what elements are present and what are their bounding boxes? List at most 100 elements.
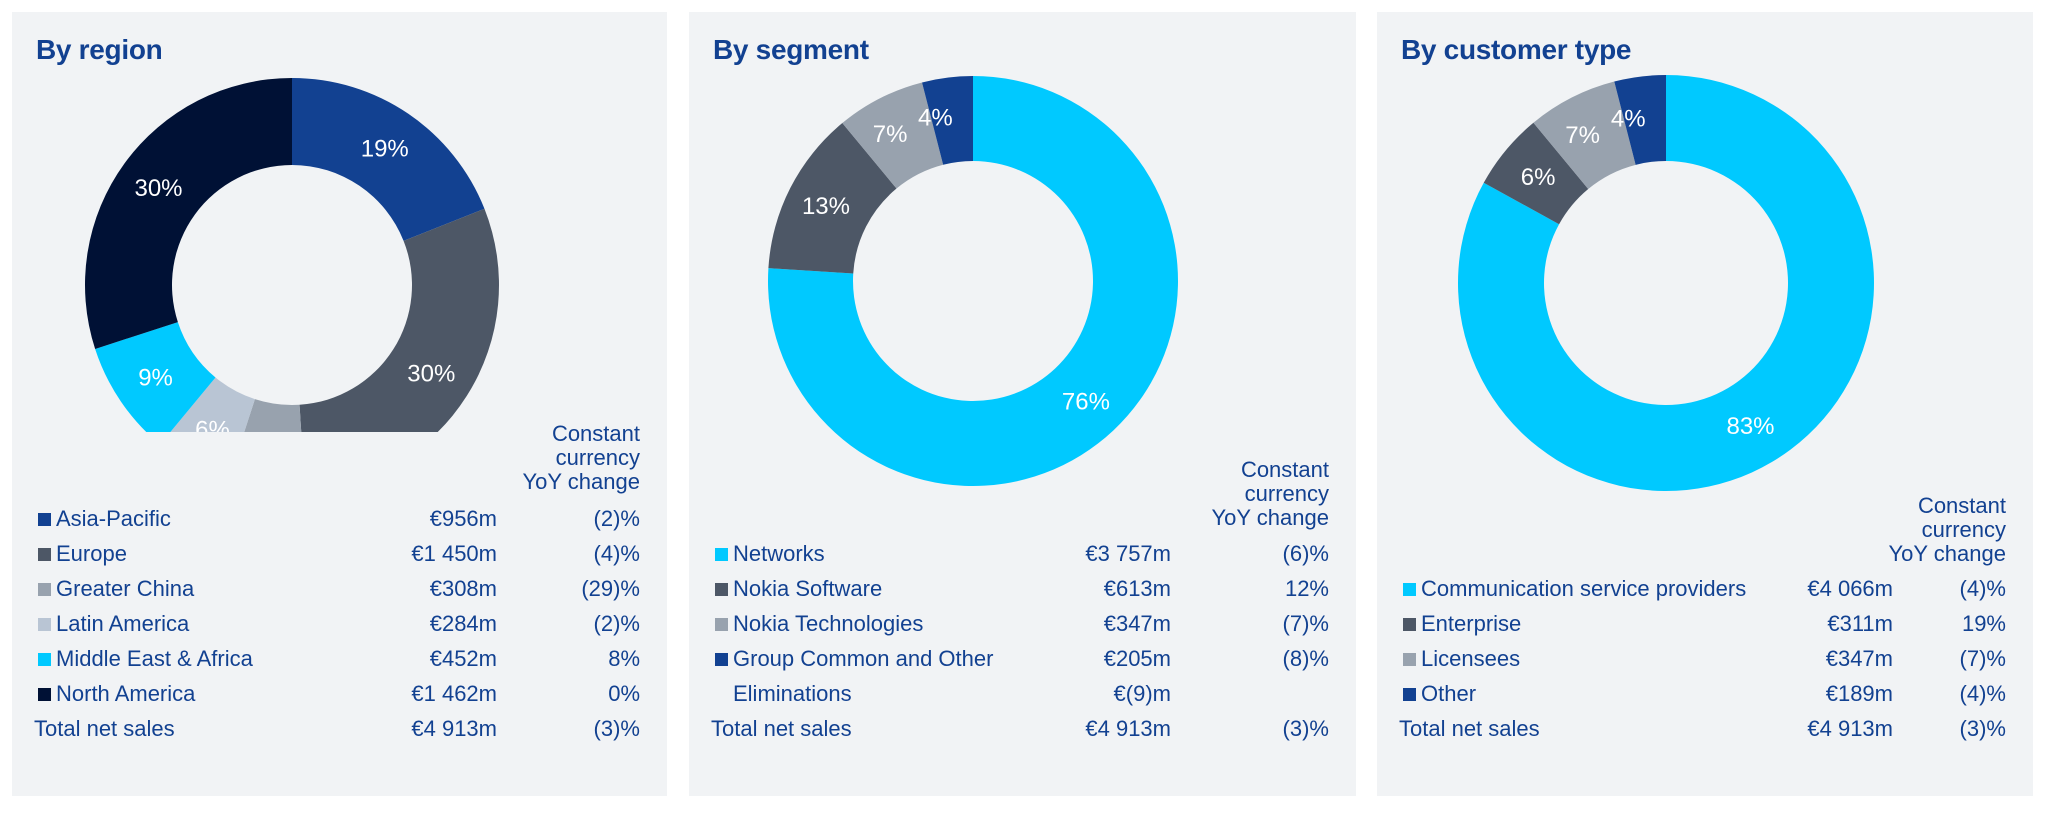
legend-row: Latin America €284m (2)% — [34, 609, 667, 639]
column-header-line: currency — [555, 445, 640, 470]
donut-slice-enterprise — [1483, 122, 1589, 225]
row-label: Nokia Software — [733, 576, 883, 601]
panel-title: By region — [36, 34, 163, 65]
row-value: €4 913m — [411, 716, 497, 741]
legend-row: Europe €1 450m (4)% — [34, 539, 667, 569]
panel-title: By customer type — [1401, 34, 1632, 65]
legend-row: Communication service providers €4 066m (4… — [1399, 574, 2033, 604]
row-value: €347m — [1825, 646, 1893, 671]
legend-swatch-icon — [715, 618, 728, 631]
row-change: 8% — [608, 646, 640, 671]
row-label: Latin America — [56, 611, 190, 636]
row-label: Group Common and Other — [733, 646, 994, 671]
row-value: €956m — [429, 506, 497, 531]
slice-percent-label: 4% — [918, 104, 953, 131]
legend-row: Enterprise €311m 19% — [1399, 609, 2033, 639]
column-header-line: YoY change — [1211, 505, 1329, 530]
legend-swatch-icon — [715, 583, 728, 596]
row-value: €308m — [429, 576, 497, 601]
slice-percent-label: 6% — [195, 417, 230, 432]
total-row: Total net sales €4 913m (3)% — [34, 714, 667, 744]
legend-swatch-icon — [715, 653, 728, 666]
donut-slice-north-america — [84, 78, 292, 349]
legend-row: Greater China €308m (29)% — [34, 574, 667, 604]
donut-slice-group-common-and-other — [922, 76, 973, 165]
row-label: Greater China — [56, 576, 195, 601]
legend-swatch-icon — [38, 513, 51, 526]
legend-row: Nokia Software €613m 12% — [711, 574, 1356, 604]
slice-percent-label: 9% — [138, 365, 173, 392]
row-label: Total net sales — [1399, 716, 1540, 741]
row-label: Eliminations — [733, 681, 852, 706]
row-label: Total net sales — [711, 716, 852, 741]
row-label: Enterprise — [1421, 611, 1522, 636]
donut-slice-networks — [768, 76, 1178, 486]
legend-row: Nokia Technologies €347m (7)% — [711, 609, 1356, 639]
slice-percent-label: 30% — [407, 360, 455, 387]
donut-slice-communication-service-providers — [1458, 75, 1874, 492]
panel-title: By segment — [713, 34, 869, 65]
row-value: €205m — [1103, 646, 1171, 671]
donut-slice-europe — [299, 208, 499, 432]
row-value: €452m — [429, 646, 497, 671]
slice-percent-label: 7% — [873, 121, 908, 148]
legend-swatch-icon — [38, 548, 51, 561]
row-label: Asia-Pacific — [56, 506, 171, 531]
row-value: €189m — [1825, 681, 1893, 706]
slice-percent-label: 6% — [1521, 164, 1556, 191]
total-row: Total net sales €4 913m (3)% — [711, 714, 1356, 744]
column-header-line: YoY change — [522, 469, 640, 494]
row-label: Total net sales — [34, 716, 175, 741]
row-change: (29)% — [581, 576, 640, 601]
column-header-line: Constant — [1240, 457, 1329, 482]
legend-row: Licensees €347m (7)% — [1399, 644, 2033, 674]
column-header-line: Constant — [551, 421, 640, 446]
slice-percent-label: 7% — [1565, 122, 1600, 149]
row-change: 0% — [608, 681, 640, 706]
row-change: 12% — [1284, 576, 1329, 601]
total-row: Total net sales €4 913m (3)% — [1399, 714, 2033, 744]
donut-slice-licensees — [1533, 81, 1636, 189]
legend-swatch-icon — [1403, 618, 1416, 631]
slice-percent-label: 13% — [802, 193, 850, 220]
legend-row: Eliminations €(9)m — [711, 679, 1356, 709]
legend-swatch-icon — [38, 688, 51, 701]
row-value: €613m — [1103, 576, 1171, 601]
row-value: €284m — [429, 611, 497, 636]
row-change: (7)% — [1282, 611, 1329, 636]
donut-slice-middle-east-africa — [95, 322, 216, 432]
row-change: (3)% — [593, 716, 640, 741]
legend-swatch-icon — [1403, 653, 1416, 666]
legend-swatch-icon — [38, 618, 51, 631]
donut-chart-customer-type: 83% 6% 7% 4% — [1458, 75, 1874, 492]
row-change: 19% — [1961, 611, 2006, 636]
panel-by-segment: By segment 76% 13% 7% 4% Constant currency Yo… — [689, 12, 1356, 796]
donut-chart-segment: 76% 13% 7% 4% — [768, 76, 1178, 486]
panel-by-customer-type: By customer type 83% 6% 7% 4% Constant curre… — [1377, 12, 2033, 796]
row-value: €311m — [1827, 611, 1893, 636]
legend-swatch-icon — [38, 653, 51, 666]
legend-row: Networks €3 757m (6)% — [711, 539, 1356, 569]
row-value: €4 066m — [1807, 576, 1893, 601]
slice-percent-label: 19% — [361, 136, 409, 163]
legend-row: North America €1 462m 0% — [34, 679, 667, 709]
legend-row: Other €189m (4)% — [1399, 679, 2033, 709]
panel-by-region: By region 19%30%6%6%9%30% Constantcurren… — [12, 12, 667, 796]
legend-row: Group Common and Other €205m (8)% — [711, 644, 1356, 674]
row-value: €347m — [1103, 611, 1171, 636]
row-change: (4)% — [1959, 681, 2006, 706]
donut-chart-region: 19%30%6%6%9%30% — [84, 78, 499, 432]
donut-slice-asia-pacific — [292, 78, 485, 241]
row-label: Licensees — [1421, 646, 1521, 671]
row-label: Other — [1421, 681, 1477, 706]
legend-row: Middle East & Africa €452m 8% — [34, 644, 667, 674]
slice-percent-label: 4% — [1611, 105, 1646, 132]
slice-percent-label: 76% — [1062, 388, 1110, 415]
column-header-line: Constant — [1917, 493, 2006, 518]
change-column-header: Constant currency YoY change — [1889, 494, 2006, 566]
row-label: Europe — [56, 541, 127, 566]
row-change: (3)% — [1959, 716, 2006, 741]
row-change: (3)% — [1282, 716, 1329, 741]
legend-swatch-icon — [715, 548, 728, 561]
legend-swatch-icon — [38, 583, 51, 596]
